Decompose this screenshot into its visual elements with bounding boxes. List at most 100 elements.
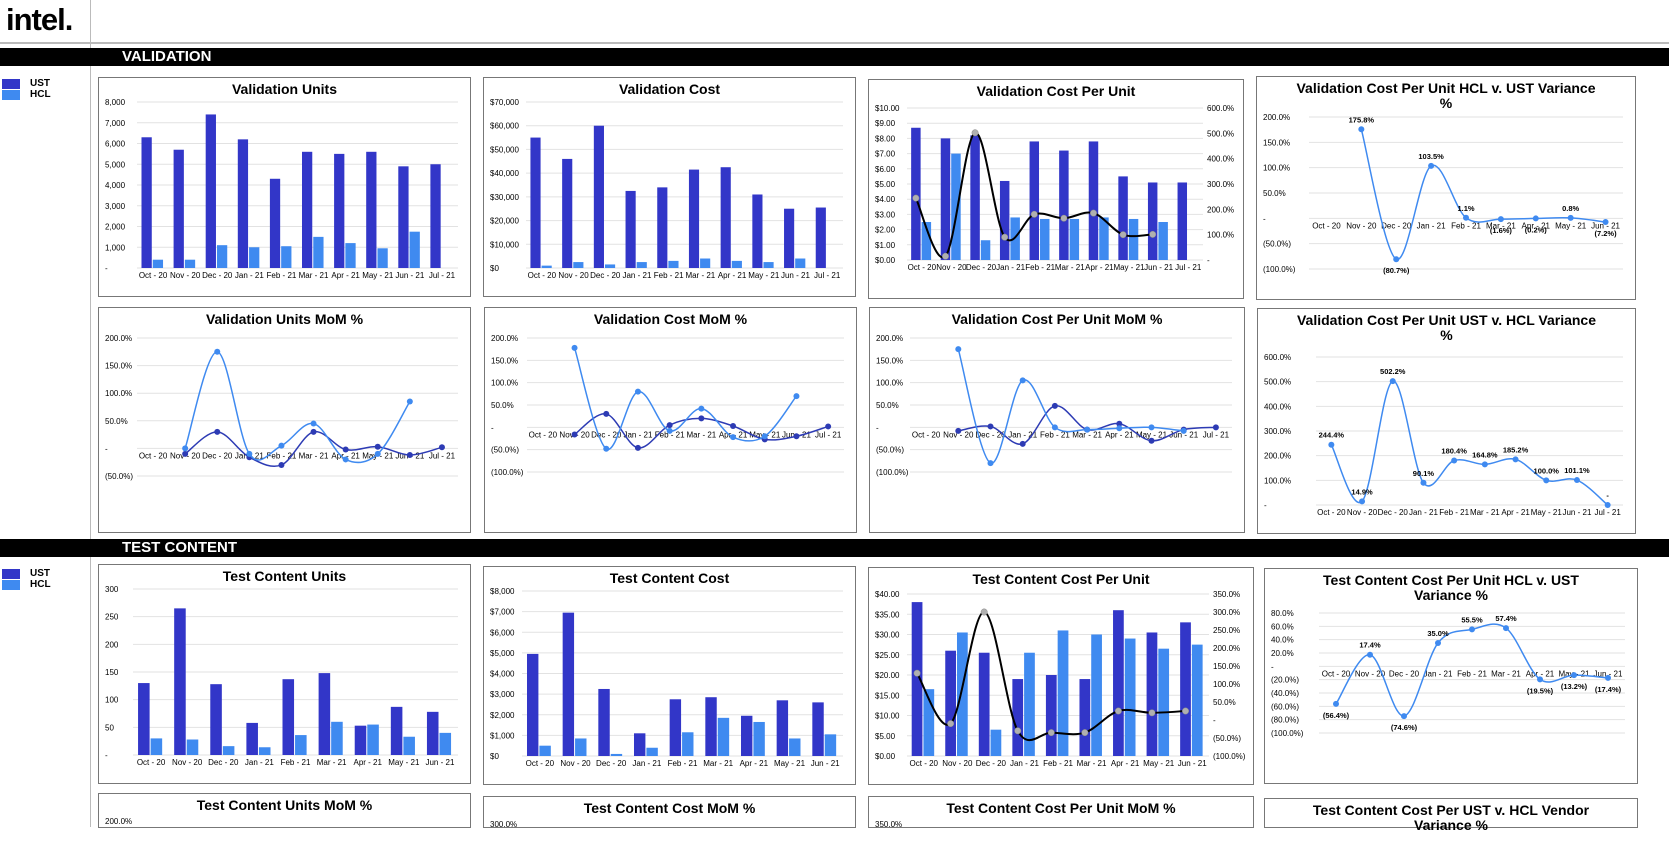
x-tick-label: Dec - 20: [1381, 221, 1412, 230]
x-tick-label: Jan - 21: [622, 271, 651, 280]
x-tick-label: Dec - 20: [596, 759, 627, 768]
x-tick-label: Mar - 21: [1486, 221, 1516, 230]
bar-ust: [1045, 675, 1057, 756]
series-point: [1359, 498, 1366, 505]
y-tick-label: 200: [105, 640, 119, 649]
y-tick-label: $1,000: [490, 731, 515, 740]
x-tick-label: Jan - 21: [235, 271, 264, 280]
x-tick-label: Mar - 21: [686, 430, 716, 439]
chart-title: Validation Cost: [619, 81, 720, 97]
series-point: [1573, 477, 1580, 484]
bar-ust: [1147, 182, 1158, 260]
bar-hcl: [313, 236, 324, 268]
x-tick-label: Nov - 20: [1347, 508, 1378, 517]
x-tick-label: Oct - 20: [137, 758, 166, 767]
y2-tick-label: 200.0%: [1213, 644, 1240, 653]
bar-ust: [625, 190, 636, 268]
data-label: 17.4%: [1359, 641, 1381, 650]
chart-title: Variance %: [1414, 587, 1488, 603]
y-tick-label: 500.0%: [1264, 378, 1291, 387]
variance-point: [1081, 729, 1089, 737]
chart-svg-tc-units: Test Content Units 300 250 200 150 100 50 - Oct …: [105, 568, 458, 767]
bar-ust: [430, 164, 441, 268]
bar-ust: [752, 194, 763, 268]
y-tick-label: 5,000: [105, 160, 126, 169]
legend-swatch-hcl: [2, 89, 20, 100]
x-tick-label: Dec - 20: [975, 430, 1006, 439]
series-point: [666, 427, 673, 434]
series-point: [1571, 672, 1577, 679]
series-point: [1401, 713, 1407, 720]
series-point: [1358, 126, 1365, 133]
chart-panel-tc-cost-mom: Test Content Cost MoM % 300.0%: [483, 796, 856, 829]
bar-ust: [210, 684, 222, 755]
chart-title: Test Content Cost Per Unit: [972, 571, 1149, 587]
chart-title: %: [1440, 95, 1453, 111]
series-point: [1451, 457, 1458, 464]
series-line: [1335, 623, 1609, 717]
chart-svg-validation-units: Validation Units 8,000 7,000 6,000 5,000 4,00…: [105, 81, 458, 280]
y2-tick-label: 200.0%: [1207, 205, 1234, 214]
bar-ust: [911, 602, 923, 756]
variance-point: [1182, 707, 1189, 715]
bar-ust: [945, 650, 956, 756]
bar-hcl: [604, 264, 616, 268]
x-tick-label: Apr - 21: [1111, 759, 1140, 768]
y-tick-label: (50.0%): [491, 446, 519, 455]
bar-ust: [740, 715, 753, 756]
bar-hcl: [1128, 218, 1139, 260]
y-tick-label: (50.0%): [1263, 240, 1291, 249]
x-tick-label: Jan - 21: [245, 758, 274, 767]
series-point: [1512, 456, 1519, 463]
series-point: [1532, 215, 1539, 222]
y-tick-label: $8.00: [875, 134, 896, 143]
variance-point: [1148, 709, 1156, 717]
data-label: 14.9%: [1351, 487, 1373, 496]
bar-ust: [173, 149, 184, 268]
series-point: [1148, 437, 1155, 444]
y-tick-label: 1,000: [105, 243, 126, 252]
y2-tick-label: 100.0%: [1213, 680, 1240, 689]
y-tick-label: $4.00: [875, 195, 896, 204]
y-tick-label: $15.00: [875, 691, 900, 700]
chart-panel-validation-units: Validation Units 8,000 7,000 6,000 5,000 4,00…: [98, 77, 471, 297]
y-tick-label: $5.00: [875, 732, 896, 741]
x-tick-label: May - 21: [774, 759, 806, 768]
x-tick-label: Mar - 21: [317, 758, 347, 767]
bar-hcl: [1040, 218, 1050, 260]
x-tick-label: Oct - 20: [529, 430, 558, 439]
series-point: [310, 420, 317, 427]
series-point: [666, 422, 673, 429]
bar-hcl: [668, 260, 679, 268]
chart-panel-tc-cost: Test Content Cost $8,000 $7,000 $6,000 $5,00…: [483, 566, 856, 785]
chart-svg-tc-cost-mom: Test Content Cost MoM % 300.0%: [490, 800, 756, 829]
series-point: [310, 428, 317, 435]
y-tick-label: 200.0%: [105, 817, 132, 826]
variance-point: [1119, 231, 1127, 239]
data-label: -: [1606, 491, 1609, 500]
chart-title: Variance %: [1414, 817, 1488, 833]
y-tick-label: $6,000: [490, 628, 515, 637]
chart-panel-validation-units-mom: Validation Units MoM % 200.0% 150.0% 100.0%…: [98, 307, 471, 533]
y-tick-label: (50.0%): [876, 446, 904, 455]
y2-tick-label: 600.0%: [1207, 104, 1234, 113]
data-label: 0.8%: [1562, 204, 1579, 213]
variance-point: [947, 720, 955, 728]
y-tick-label: 100.0%: [1264, 476, 1291, 485]
bar-hcl: [222, 746, 235, 755]
legend-label-ust: UST: [30, 568, 50, 579]
chart-title: Test Content Units: [223, 568, 347, 584]
y-tick-label: $8,000: [490, 587, 515, 596]
chart-title: Validation Cost Per Unit HCL v. UST Vari…: [1296, 80, 1595, 96]
bar-ust: [970, 135, 980, 260]
bar-ust: [911, 127, 921, 260]
y-tick-label: -: [876, 423, 879, 432]
y-tick-label: 8,000: [105, 98, 126, 107]
data-label: 101.1%: [1564, 466, 1590, 475]
x-tick-label: Oct - 20: [910, 759, 939, 768]
chart-svg-tc-units-mom: Test Content Units MoM % 200.0%: [105, 797, 373, 826]
bar-ust: [978, 652, 990, 756]
y2-tick-label: -: [1207, 256, 1210, 265]
series-point: [1435, 640, 1441, 646]
y-tick-label: 600.0%: [1264, 353, 1291, 362]
